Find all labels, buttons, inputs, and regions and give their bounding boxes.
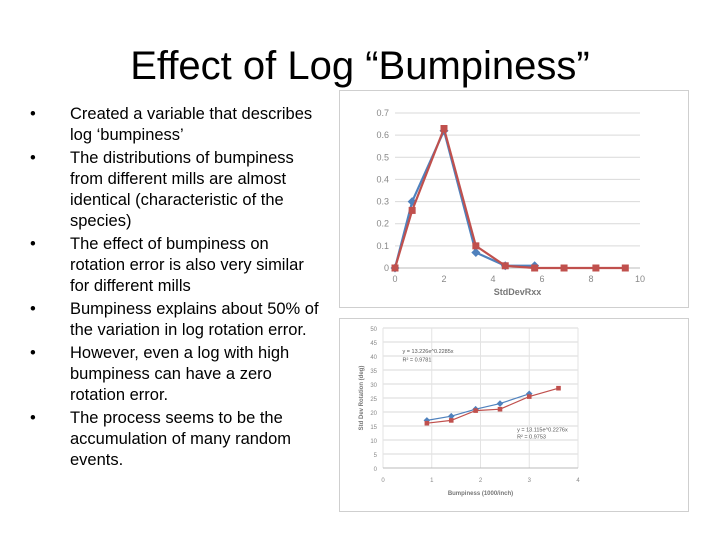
rotation-chart: 0 5 10 15 20 25 30 35 40 45 50 0 1 2 3 4 Bumpiness (1000… <box>339 318 689 512</box>
distribution-chart-svg: 0 0.1 0.2 0.3 0.4 0.5 0.6 0.7 0 2 4 6 8 10 StdDevRxx <box>376 108 645 297</box>
y-tick-label: 50 <box>370 327 377 333</box>
y-tick-label: 35 <box>370 369 377 375</box>
data-point <box>560 264 568 272</box>
x-tick-label: 8 <box>588 274 593 284</box>
bullet-dot-icon: • <box>30 149 36 167</box>
y-tick-label: 30 <box>370 383 377 389</box>
data-point <box>391 264 399 272</box>
y-tick-label: 0.1 <box>376 241 389 251</box>
x-tick-label: 1 <box>430 478 434 484</box>
trendline-annotation: y = 13.115e^0.2276x <box>517 428 568 434</box>
y-tick-label: 0.2 <box>376 219 389 229</box>
x-tick-label: 3 <box>528 478 532 484</box>
trendline-annotation: R² = 0.9753 <box>517 435 546 441</box>
x-tick-label: 6 <box>539 274 544 284</box>
bullet-dot-icon: • <box>30 300 36 318</box>
data-point <box>556 385 561 391</box>
bullet-item: • However, even a log with high bumpiness… <box>30 343 320 406</box>
data-point <box>497 406 503 412</box>
data-point <box>501 262 509 270</box>
bullet-item: • The distributions of bumpiness from dif… <box>30 148 320 232</box>
bullet-list: • Created a variable that describes log ‘… <box>30 104 320 473</box>
x-axis-label: Bumpiness (1000/inch) <box>448 491 513 497</box>
data-point <box>471 248 481 257</box>
data-point <box>473 408 478 413</box>
series-line <box>393 124 626 270</box>
data-point <box>531 264 539 272</box>
y-tick-label: 0 <box>374 467 378 473</box>
y-tick-label: 0.4 <box>376 174 389 184</box>
bullet-item: • Created a variable that describes log ‘… <box>30 104 320 146</box>
data-point <box>408 206 416 214</box>
y-tick-label: 40 <box>370 355 377 361</box>
data-point <box>496 400 504 407</box>
x-axis-label: StdDevRxx <box>494 287 542 297</box>
series-line <box>426 387 559 424</box>
data-point <box>526 394 532 399</box>
y-tick-label: 5 <box>374 453 378 459</box>
x-tick-label: 2 <box>441 274 446 284</box>
data-point <box>424 420 430 426</box>
rotation-chart-svg: 0 5 10 15 20 25 30 35 40 45 50 0 1 2 3 4 Bumpiness (1000… <box>359 327 580 497</box>
data-point <box>621 264 629 272</box>
y-tick-label: 10 <box>370 439 377 445</box>
bullet-text: The effect of bumpiness on rotation erro… <box>70 235 304 295</box>
y-tick-label: 0.3 <box>376 197 389 207</box>
bullet-dot-icon: • <box>30 235 36 253</box>
trendline-annotation: y = 13.226e^0.2285x <box>403 349 454 355</box>
y-tick-label: 25 <box>370 397 377 403</box>
bullet-item: • The process seems to be the accumulatio… <box>30 408 320 471</box>
x-tick-label: 4 <box>576 478 580 484</box>
bullet-text: Created a variable that describes log ‘b… <box>70 105 313 144</box>
slide-title: Effect of Log “Bumpiness” <box>130 44 590 88</box>
trendline-annotation: R² = 0.9781 <box>403 358 432 364</box>
bullet-text: The process seems to be the accumulation… <box>70 409 292 469</box>
y-tick-label: 20 <box>370 411 377 417</box>
bullet-dot-icon: • <box>30 409 36 427</box>
data-point <box>472 242 480 250</box>
bullet-dot-icon: • <box>30 105 36 123</box>
bullet-dot-icon: • <box>30 344 36 362</box>
x-tick-label: 4 <box>490 274 495 284</box>
x-tick-label: 2 <box>479 478 483 484</box>
data-point <box>592 264 600 272</box>
data-point <box>423 417 431 424</box>
y-tick-label: 0.7 <box>376 108 389 118</box>
bullet-item: • The effect of bumpiness on rotation err… <box>30 234 320 297</box>
distribution-chart: 0 0.1 0.2 0.3 0.4 0.5 0.6 0.7 0 2 4 6 8 10 StdDevRxx <box>339 90 689 308</box>
bullet-text: However, even a log with high bumpiness … <box>70 344 290 404</box>
y-tick-label: 0 <box>384 263 389 273</box>
y-axis-label: Std Dev Rotation (deg) <box>359 366 365 431</box>
y-tick-label: 45 <box>370 341 377 347</box>
y-tick-label: 0.5 <box>376 152 389 162</box>
x-tick-label: 10 <box>635 274 645 284</box>
bullet-text: The distributions of bumpiness from diff… <box>70 149 294 230</box>
x-tick-label: 0 <box>392 274 397 284</box>
data-point <box>448 418 454 423</box>
y-tick-label: 0.6 <box>376 130 389 140</box>
data-point <box>440 125 448 132</box>
y-tick-label: 15 <box>370 425 377 431</box>
x-tick-label: 0 <box>381 478 385 484</box>
bullet-text: Bumpiness explains about 50% of the vari… <box>70 300 319 339</box>
bullet-item: • Bumpiness explains about 50% of the var… <box>30 299 320 341</box>
